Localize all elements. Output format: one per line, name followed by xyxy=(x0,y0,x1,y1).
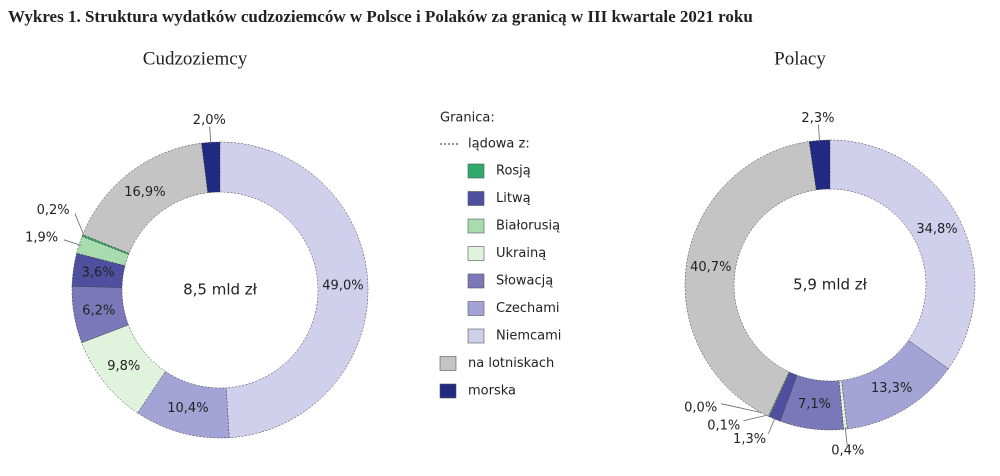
value-label: 9,8% xyxy=(107,359,140,374)
value-label: 10,4% xyxy=(167,401,208,416)
legend-swatch xyxy=(467,328,485,344)
leader-line xyxy=(817,124,821,143)
value-label: 13,3% xyxy=(871,381,912,396)
legend-label: morska xyxy=(468,384,516,399)
legend-swatch xyxy=(467,191,485,206)
legend-label: Ukrainą xyxy=(496,246,546,261)
slice xyxy=(841,340,949,430)
value-label: 49,0% xyxy=(322,279,363,294)
legend-group-label: lądowa z: xyxy=(468,137,530,152)
pie-title: Cudzoziemcy xyxy=(143,48,248,69)
legend-swatch xyxy=(467,163,485,179)
legend-label: Rosją xyxy=(496,164,531,179)
slice xyxy=(684,141,817,417)
slice xyxy=(82,142,208,254)
leader-line xyxy=(63,239,82,246)
value-label: 16,9% xyxy=(124,185,165,200)
legend-label: na lotniskach xyxy=(468,356,554,371)
leader-line xyxy=(844,427,848,446)
chart-title: Wykres 1. Struktura wydatków cudzoziemcó… xyxy=(8,7,753,26)
legend-swatch xyxy=(439,383,457,399)
value-label: 0,4% xyxy=(831,444,864,459)
legend-swatch xyxy=(467,218,485,234)
slice xyxy=(81,234,130,255)
value-label: 1,3% xyxy=(733,432,766,447)
legend-label: Litwą xyxy=(496,191,531,206)
legend-label: Słowacją xyxy=(496,274,553,289)
leader-line xyxy=(743,414,770,422)
slice xyxy=(201,141,221,194)
slice xyxy=(219,141,369,438)
slice xyxy=(137,371,230,439)
value-label: 2,3% xyxy=(801,111,834,126)
slice xyxy=(71,252,126,288)
value-label: 0,0% xyxy=(684,401,717,416)
legend-swatch xyxy=(467,273,485,289)
center-label: 8,5 mld zł xyxy=(183,281,258,299)
leader-line xyxy=(74,213,85,237)
leader-line xyxy=(768,416,776,434)
value-label: 1,9% xyxy=(25,230,58,245)
slice xyxy=(808,139,831,191)
slice xyxy=(71,286,129,344)
slice xyxy=(829,139,976,370)
value-label: 0,1% xyxy=(707,418,740,433)
legend-label: Niemcami xyxy=(496,329,561,344)
legend-swatch xyxy=(439,356,457,371)
leader-line xyxy=(209,126,212,145)
legend-swatch xyxy=(467,246,485,261)
value-label: 2,0% xyxy=(193,113,226,128)
value-label: 34,8% xyxy=(916,222,957,237)
legend-title: Granica: xyxy=(440,111,495,126)
value-label: 6,2% xyxy=(82,303,115,318)
legend-swatch xyxy=(467,301,485,316)
value-label: 3,6% xyxy=(82,266,115,281)
legend-label: Białorusią xyxy=(496,219,560,234)
value-label: 40,7% xyxy=(690,260,731,275)
value-label: 7,1% xyxy=(798,397,831,412)
value-label: 0,2% xyxy=(37,203,70,218)
center-label: 5,9 mld zł xyxy=(793,276,868,294)
pie-title: Polacy xyxy=(774,48,826,69)
legend-label: Czechami xyxy=(496,301,560,316)
